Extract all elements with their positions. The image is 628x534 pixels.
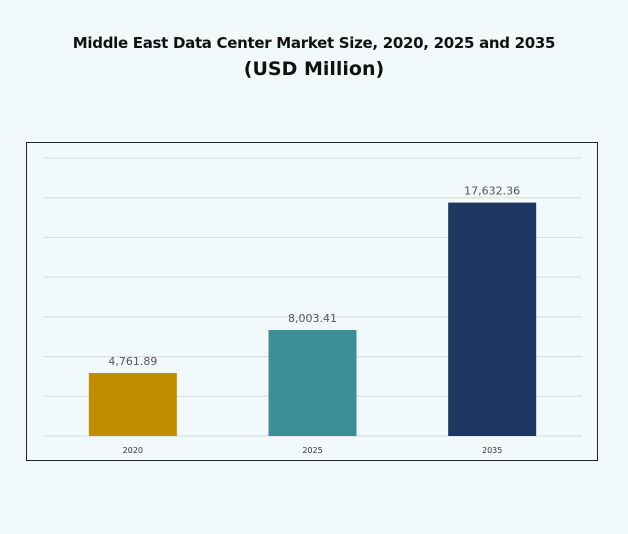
data-label: 4,761.89 <box>108 355 157 368</box>
x-tick-label: 2020 <box>123 446 143 455</box>
chart-title: Middle East Data Center Market Size, 202… <box>72 34 556 52</box>
data-label: 8,003.41 <box>288 312 337 325</box>
data-label: 17,632.36 <box>464 185 520 198</box>
x-tick-label: 2025 <box>302 446 322 455</box>
chart-subtitle: (USD Million) <box>243 58 385 80</box>
x-tick-label: 2035 <box>482 446 502 455</box>
bar-2025 <box>268 330 357 436</box>
bar-2035 <box>448 202 537 436</box>
bar-2020 <box>88 372 177 436</box>
